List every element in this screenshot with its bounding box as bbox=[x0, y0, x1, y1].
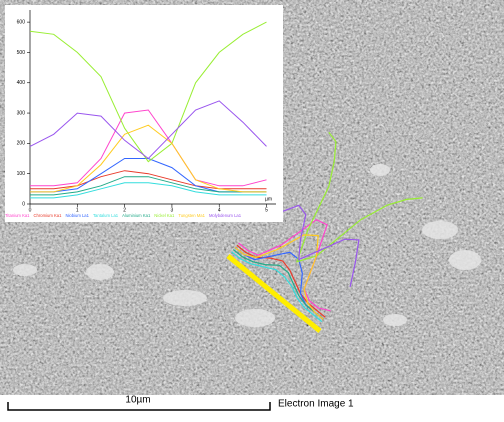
footer bbox=[0, 395, 504, 417]
scale-label: 10µm bbox=[125, 395, 150, 406]
y-tick-label: 200 bbox=[17, 141, 26, 147]
x-tick-label: 3 bbox=[171, 207, 174, 213]
series-line bbox=[30, 109, 267, 187]
overlay-profile bbox=[261, 204, 360, 288]
series-line bbox=[29, 21, 267, 163]
inset-background bbox=[5, 5, 283, 222]
y-tick-label: 400 bbox=[17, 80, 26, 86]
series-line bbox=[29, 100, 267, 160]
x-tick-label: 1 bbox=[76, 207, 79, 213]
image-caption: Electron Image 1 bbox=[278, 399, 354, 410]
legend-entry: Aluminium Ka1 bbox=[122, 213, 151, 218]
y-tick-label: 500 bbox=[17, 50, 26, 56]
legend-entry: Tungsten Ma1 bbox=[178, 213, 205, 218]
scale-bar bbox=[7, 402, 271, 411]
scan-line bbox=[226, 254, 322, 333]
legend-entry: Niobium La1 bbox=[65, 213, 89, 218]
series-line bbox=[30, 170, 267, 190]
y-tick-label: 600 bbox=[17, 19, 26, 25]
y-tick-label: 100 bbox=[17, 171, 26, 177]
scan-overlay bbox=[231, 131, 423, 323]
legend-entry: Tantalum La1 bbox=[93, 213, 119, 218]
x-tick-label: 0 bbox=[29, 207, 32, 213]
series-line bbox=[30, 176, 267, 196]
overlay-profile bbox=[296, 131, 423, 263]
series-line bbox=[30, 182, 267, 199]
sem-particles bbox=[13, 164, 481, 327]
series-line bbox=[30, 124, 267, 193]
overlay-profile bbox=[232, 249, 324, 320]
legend-entry: Titanium Ka1 bbox=[5, 213, 30, 218]
x-tick-label: 2 bbox=[123, 207, 126, 213]
overlay-profile bbox=[231, 251, 323, 323]
x-tick-label: 5 bbox=[265, 207, 268, 213]
legend-entry: Chromium Ka1 bbox=[34, 213, 63, 218]
y-tick-label: 0 bbox=[22, 201, 25, 207]
legend-entry: Nickel Ka1 bbox=[154, 213, 175, 218]
overlay-profile bbox=[236, 244, 326, 318]
x-tick-label: 4 bbox=[218, 207, 221, 213]
inset-chart: 0 100 200 300 400 500 600 0 1 2 3 4 5 µm Titanium Ka1 C… bbox=[5, 10, 276, 218]
overlay-profile bbox=[238, 219, 331, 312]
x-axis-label: µm bbox=[265, 196, 272, 202]
y-tick-label: 300 bbox=[17, 110, 26, 116]
overlay-profile bbox=[234, 234, 324, 320]
legend-entry: Molybdenum La1 bbox=[209, 213, 242, 218]
